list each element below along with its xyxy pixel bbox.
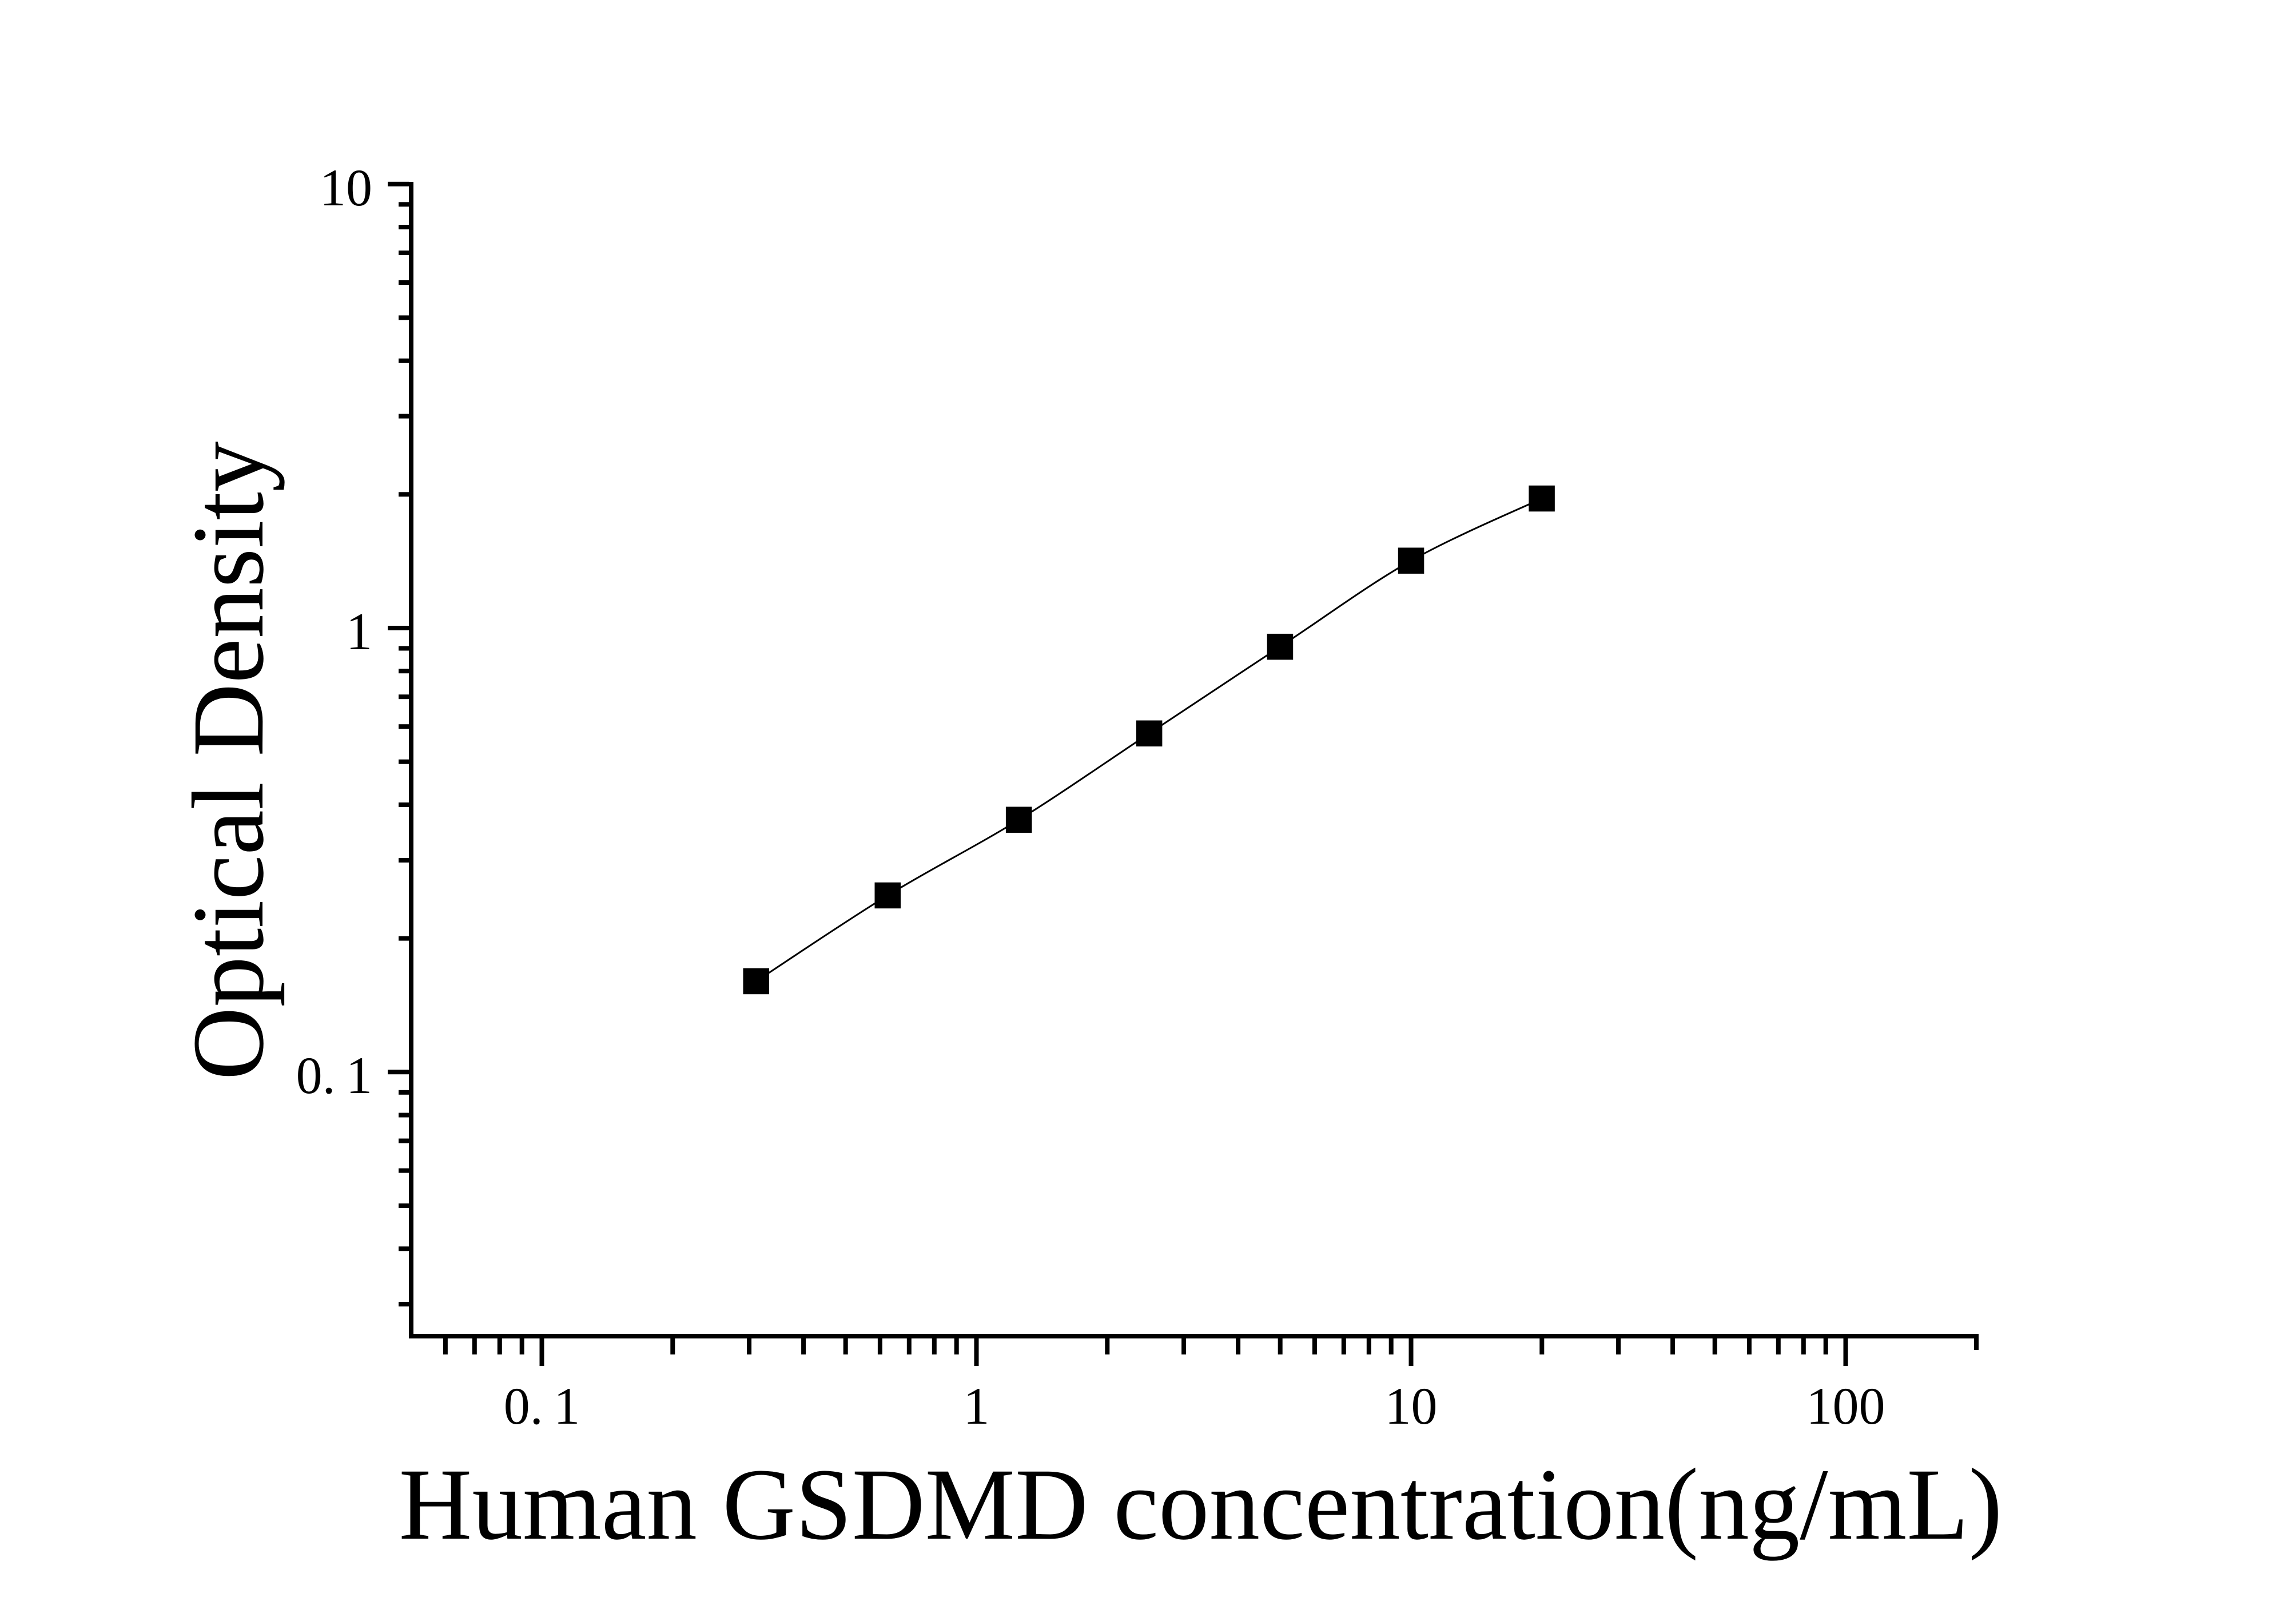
svg-text:100: 100	[1806, 1377, 1885, 1435]
svg-text:0. 1: 0. 1	[296, 1046, 372, 1105]
svg-text:1: 1	[964, 1377, 990, 1435]
svg-text:1: 1	[346, 602, 372, 661]
svg-text:Human GSDMD concentration(ng/m: Human GSDMD concentration(ng/mL)	[399, 1447, 2003, 1561]
svg-text:10: 10	[320, 158, 372, 217]
svg-text:10: 10	[1385, 1377, 1438, 1435]
svg-text:0. 1: 0. 1	[504, 1377, 580, 1435]
svg-text:Optical Density: Optical Density	[171, 442, 285, 1080]
